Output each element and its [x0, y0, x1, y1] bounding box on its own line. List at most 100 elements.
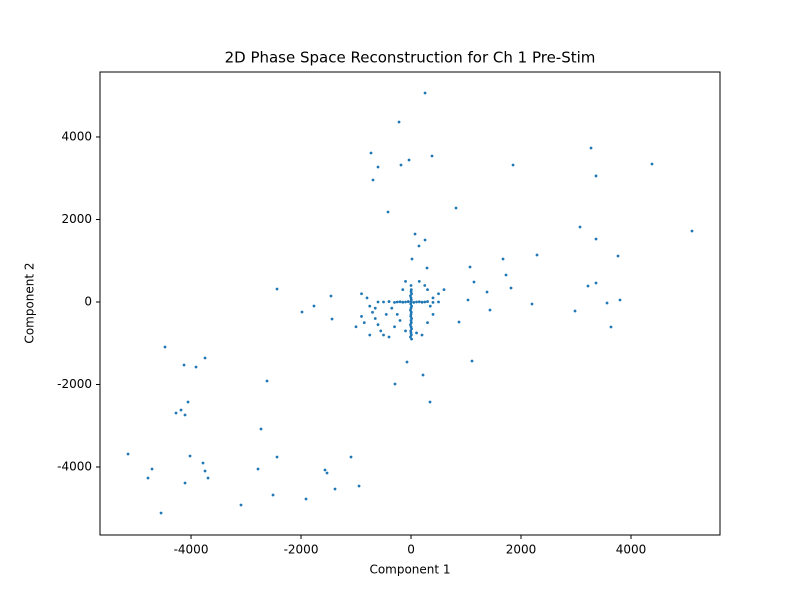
point	[442, 288, 446, 292]
point	[573, 309, 577, 313]
chart-title: 2D Phase Space Reconstruction for Ch 1 P…	[225, 49, 596, 67]
point	[401, 300, 405, 304]
y-tick-label: 4000	[61, 129, 92, 143]
point	[609, 325, 613, 329]
point	[183, 481, 187, 485]
point	[373, 306, 377, 310]
x-tick-label: 4000	[616, 543, 647, 557]
point	[409, 331, 413, 335]
point	[146, 476, 150, 480]
point	[384, 312, 388, 316]
point	[365, 296, 369, 300]
point	[275, 287, 279, 291]
point	[690, 229, 694, 233]
point	[509, 286, 513, 290]
point	[405, 360, 409, 364]
point	[382, 333, 385, 337]
point	[431, 312, 435, 316]
point	[373, 317, 377, 320]
point	[468, 265, 472, 269]
point	[368, 304, 372, 308]
point	[126, 452, 130, 456]
point	[586, 284, 590, 288]
point	[417, 244, 421, 248]
point	[423, 300, 427, 304]
point	[426, 300, 429, 303]
point	[423, 238, 427, 242]
point	[470, 359, 474, 363]
point	[589, 146, 593, 150]
point	[399, 163, 403, 167]
point	[382, 300, 385, 304]
point	[371, 178, 375, 182]
x-tick-label: 2000	[506, 543, 537, 557]
point	[387, 335, 391, 339]
point	[511, 163, 515, 167]
point	[417, 300, 421, 304]
point	[428, 304, 432, 308]
point	[410, 337, 413, 341]
y-tick-label: 0	[84, 294, 92, 308]
point	[472, 280, 476, 284]
point	[179, 408, 183, 412]
point	[409, 290, 413, 294]
point	[325, 471, 329, 475]
y-tick-label: 2000	[61, 212, 92, 226]
point	[376, 300, 380, 304]
point	[186, 400, 190, 404]
point	[150, 467, 154, 471]
point	[618, 298, 622, 302]
point	[616, 254, 620, 258]
point	[304, 497, 308, 501]
point	[409, 300, 413, 304]
point	[409, 321, 413, 325]
point	[398, 300, 402, 304]
point	[409, 312, 413, 316]
point	[393, 301, 396, 304]
point	[409, 294, 412, 298]
point	[163, 345, 167, 349]
point	[407, 158, 411, 162]
point	[409, 298, 413, 302]
point	[530, 302, 534, 306]
point	[357, 484, 361, 488]
point	[650, 162, 654, 166]
point	[323, 468, 327, 472]
point	[376, 323, 380, 327]
point	[426, 288, 429, 292]
y-tick-label: -2000	[57, 377, 92, 391]
point	[275, 455, 279, 459]
point	[437, 292, 440, 296]
point	[393, 382, 397, 386]
point	[454, 206, 458, 210]
point	[412, 301, 416, 304]
point	[329, 294, 333, 298]
point	[501, 257, 505, 261]
point	[239, 503, 243, 507]
point	[488, 308, 492, 312]
y-axis-label: Component 2	[23, 262, 37, 343]
point	[360, 315, 363, 318]
point	[398, 319, 402, 322]
point	[428, 400, 432, 404]
point	[415, 331, 418, 335]
point	[393, 325, 396, 329]
point	[404, 279, 407, 283]
point	[401, 288, 405, 292]
point	[466, 298, 470, 302]
point	[426, 321, 429, 325]
point	[594, 237, 598, 241]
point	[183, 413, 187, 417]
point	[430, 154, 434, 158]
point	[535, 253, 539, 257]
point	[312, 304, 316, 308]
point	[354, 325, 358, 329]
point	[194, 365, 198, 369]
point	[605, 301, 609, 305]
point	[485, 290, 489, 294]
point	[265, 379, 269, 383]
point	[333, 487, 337, 491]
point	[421, 373, 425, 377]
point	[259, 427, 263, 431]
